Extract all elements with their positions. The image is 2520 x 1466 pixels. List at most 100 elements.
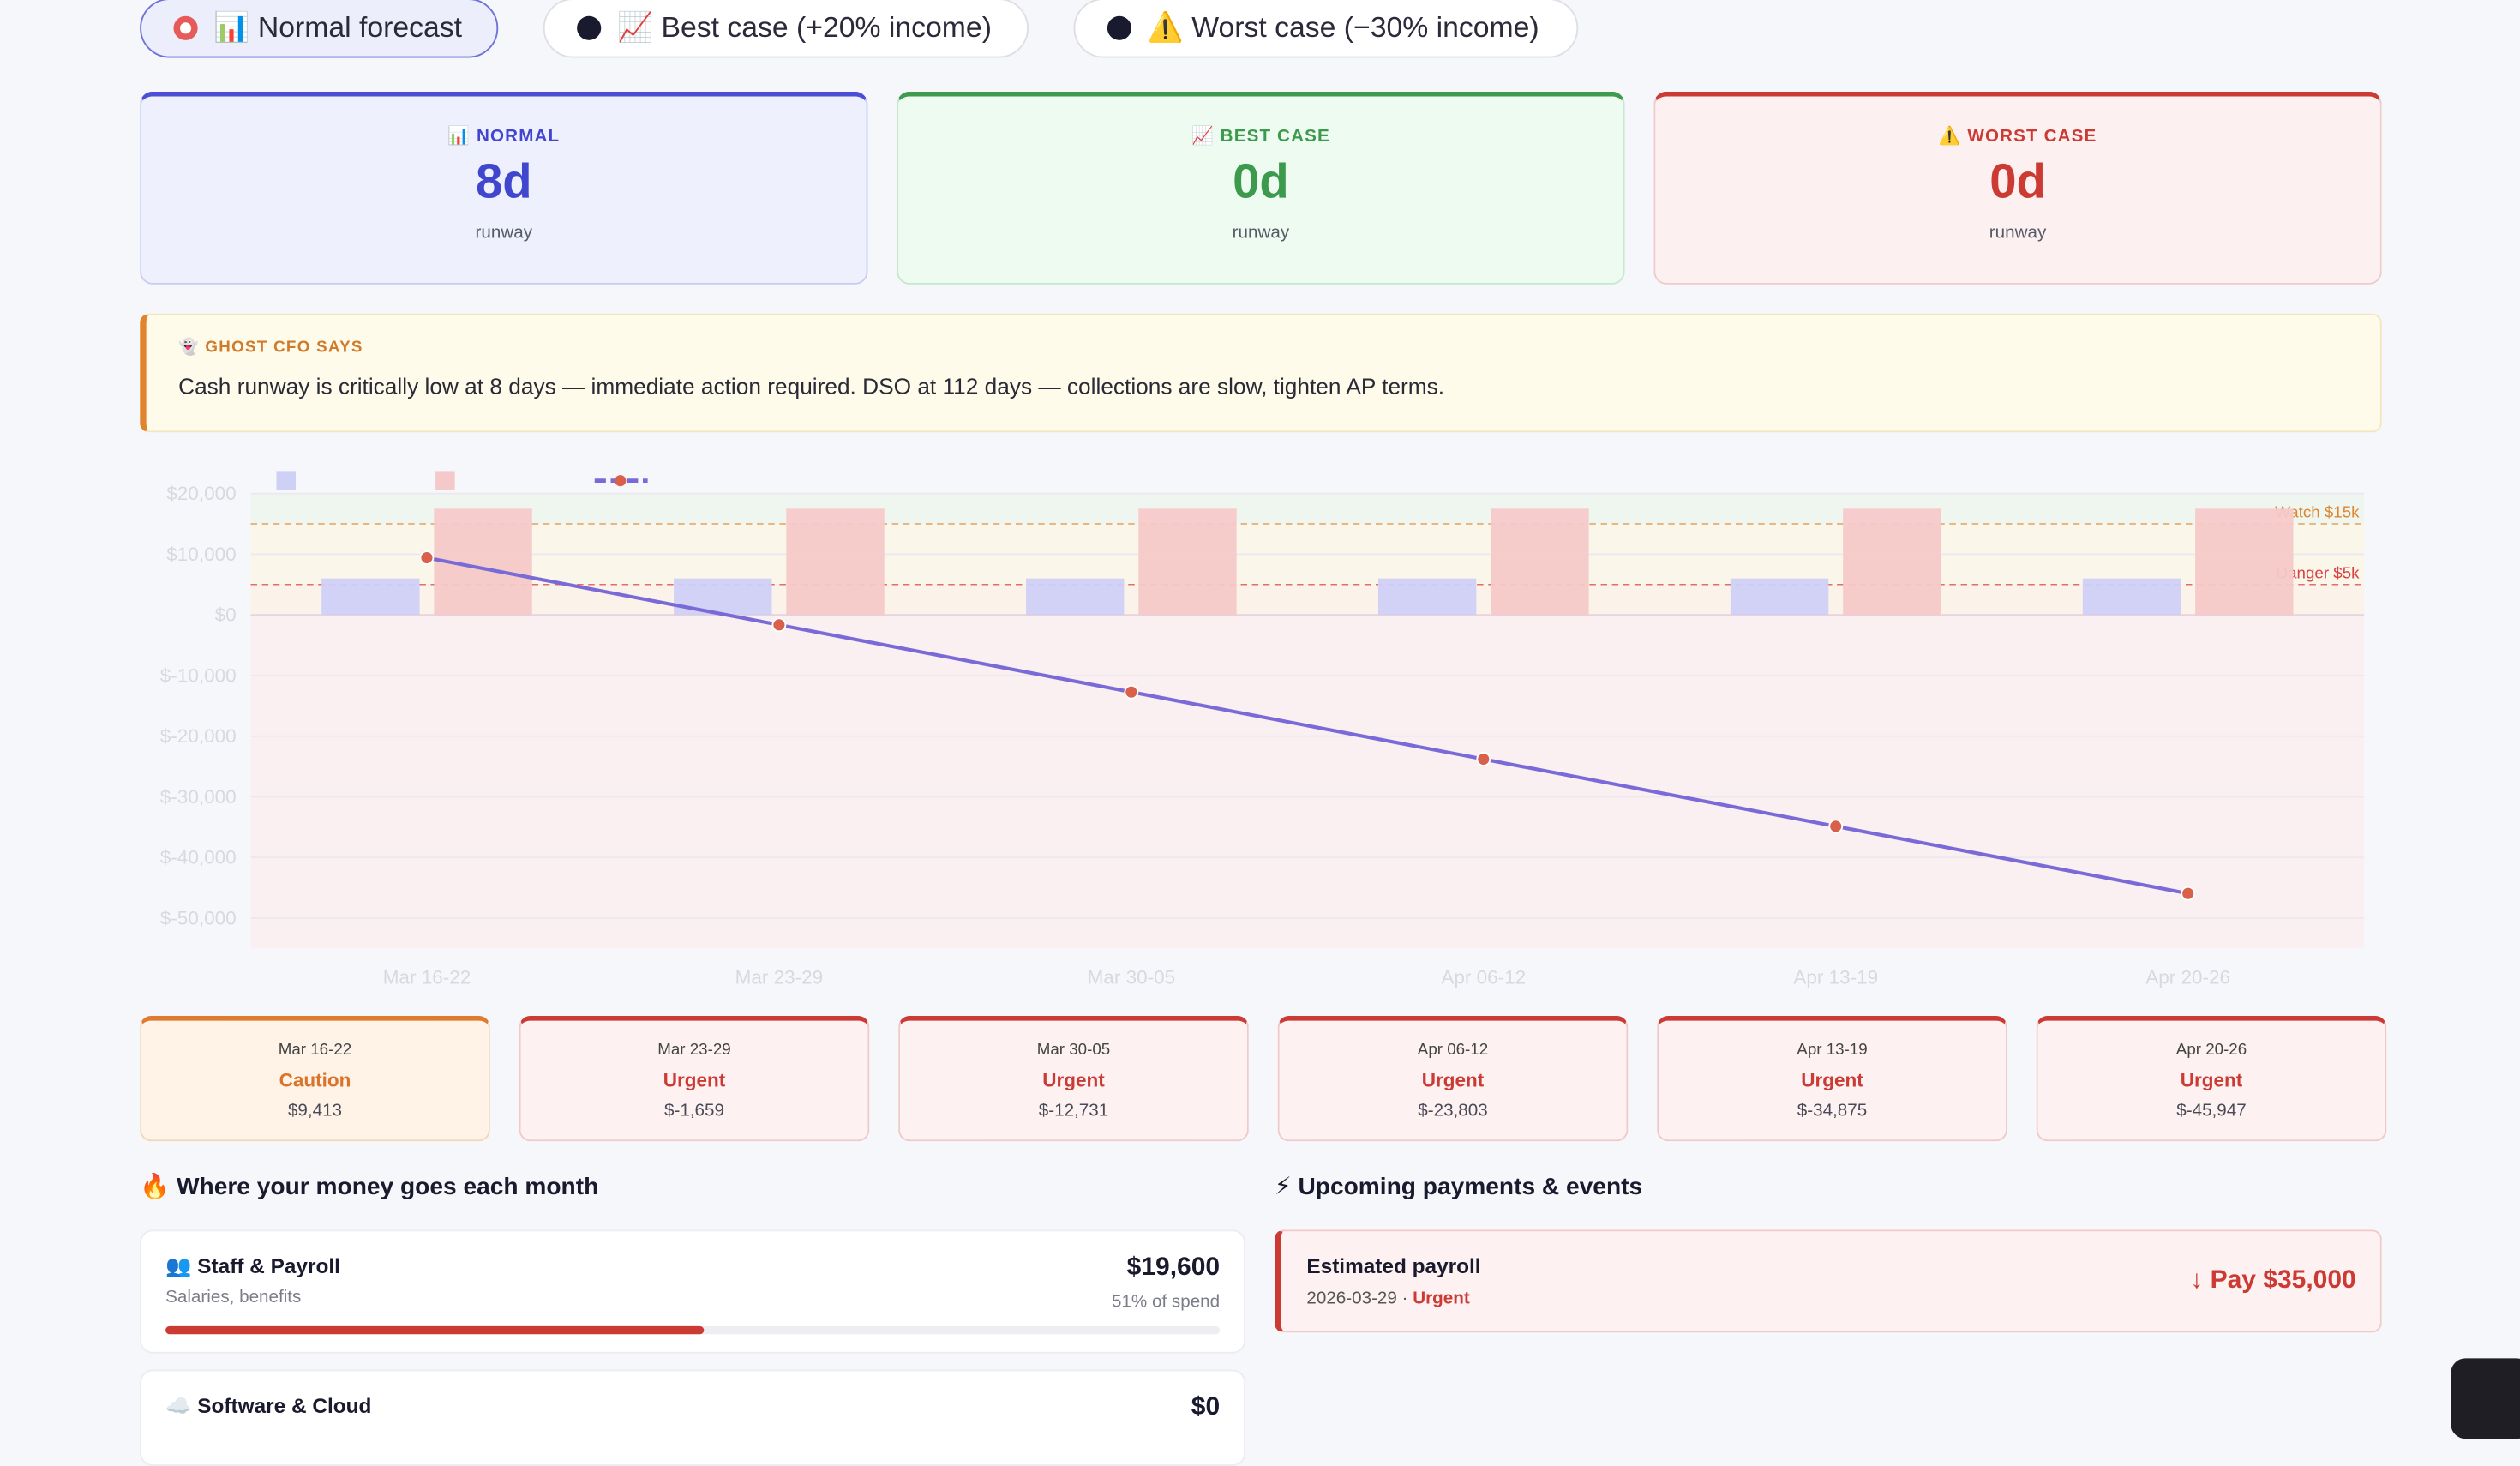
event-date: 2026-03-29: [1306, 1289, 1397, 1309]
legend-swatch-balance-point: [615, 475, 626, 486]
spend-item-staff-payroll[interactable]: 👥 Staff & Payroll Salaries, benefits $19…: [140, 1229, 1245, 1353]
income-bar: [321, 579, 419, 615]
cash-forecast-chart: $20,000$10,000$0$-10,000$-20,000$-30,000…: [129, 458, 2395, 996]
x-tick-label: Apr 06-12: [1441, 967, 1526, 988]
balance-point: [1477, 753, 1490, 766]
event-status: Urgent: [1413, 1289, 1469, 1309]
expense-bar: [1843, 508, 1941, 615]
spend-item-amount: $19,600: [1127, 1254, 1220, 1283]
warning-icon: ⚠️: [1939, 127, 1962, 147]
x-tick-label: Apr 13-19: [1793, 967, 1878, 988]
floating-action-button[interactable]: [2451, 1358, 2520, 1439]
event-amount: ↓ Pay $35,000: [2190, 1267, 2356, 1296]
negative-zone-band: [251, 615, 2365, 948]
spend-bar: [165, 1326, 1220, 1334]
week-status: Urgent: [900, 1069, 1247, 1091]
week-date: Apr 13-19: [1659, 1042, 2006, 1060]
week-date: Apr 06-12: [1280, 1042, 1627, 1060]
expense-bar: [786, 508, 884, 615]
tab-normal-forecast[interactable]: 📊 Normal forecast: [140, 0, 498, 58]
y-tick-label: $-50,000: [160, 907, 237, 928]
y-tick-label: $-20,000: [160, 725, 237, 747]
x-tick-label: Mar 16-22: [383, 967, 471, 988]
spend-item-pct: 51% of spend: [1112, 1293, 1220, 1313]
tab-best-case[interactable]: 📈 Best case (+20% income): [543, 0, 1029, 58]
cfo-heading: 👻 GHOST CFO SAYS: [178, 339, 2348, 357]
spend-bar-fill: [165, 1326, 703, 1334]
y-tick-label: $-10,000: [160, 664, 237, 686]
card-sub: runway: [1655, 224, 2380, 243]
spend-section-title: 🔥 Where your money goes each month: [140, 1172, 598, 1201]
income-bar: [2083, 579, 2181, 615]
danger-zone-band: [251, 585, 2365, 615]
week-value: $-34,875: [1659, 1101, 2006, 1121]
tab-icon: ⚠️: [1148, 11, 1184, 45]
y-tick-label: $-40,000: [160, 847, 237, 868]
spend-item-name: 👥 Staff & Payroll: [165, 1254, 1220, 1280]
cfo-heading-text: GHOST CFO SAYS: [205, 339, 363, 357]
card-label: 📊 NORMAL: [141, 125, 867, 146]
week-value: $-12,731: [900, 1101, 1247, 1121]
balance-point: [772, 618, 785, 631]
expense-bar: [1491, 508, 1588, 615]
income-bar: [1731, 579, 1828, 615]
spend-item-name-text: Staff & Payroll: [197, 1254, 340, 1278]
spend-item-amount: $0: [1191, 1394, 1220, 1423]
legend-swatch-expense: [435, 471, 455, 490]
y-tick-label: $0: [215, 604, 237, 626]
radio-icon: [577, 16, 601, 40]
tab-icon: 📊: [213, 11, 249, 45]
tab-icon: 📈: [617, 11, 653, 45]
cfo-message: Cash runway is critically low at 8 days …: [178, 373, 2348, 399]
tab-worst-case[interactable]: ⚠️ Worst case (−30% income): [1074, 0, 1579, 58]
card-sub: runway: [141, 224, 867, 243]
week-status: Urgent: [1280, 1069, 1627, 1091]
spend-item-name-text: Software & Cloud: [197, 1394, 371, 1418]
y-tick-label: $10,000: [166, 544, 236, 565]
expense-bar: [1138, 508, 1236, 615]
card-sub: runway: [898, 224, 1623, 243]
tab-label: Best case (+20% income): [661, 11, 991, 45]
card-label: 📈 BEST CASE: [898, 125, 1623, 146]
events-section-title: ⚡ Upcoming payments & events: [1275, 1172, 1642, 1201]
spend-item-desc: Salaries, benefits: [165, 1288, 1220, 1307]
x-tick-label: Mar 23-29: [735, 967, 824, 988]
income-bar: [1026, 579, 1124, 615]
tab-label: Worst case (−30% income): [1191, 11, 1539, 45]
y-tick-label: $20,000: [166, 483, 236, 504]
week-status: Caution: [141, 1069, 489, 1091]
card-label-text: NORMAL: [477, 127, 560, 147]
spend-item-software-cloud[interactable]: ☁️ Software & Cloud $0: [140, 1370, 1245, 1466]
event-estimated-payroll[interactable]: Estimated payroll 2026-03-29 · Urgent ↓ …: [1275, 1229, 2382, 1332]
legend-swatch-income: [277, 471, 297, 490]
page: 📊 Normal forecast 📈 Best case (+20% inco…: [0, 0, 2520, 1429]
spend-title-text: Where your money goes each month: [177, 1174, 598, 1201]
week-value: $-1,659: [521, 1101, 868, 1121]
week-date: Mar 23-29: [521, 1042, 868, 1060]
expense-bar: [2195, 508, 2293, 615]
lightning-icon: ⚡: [1275, 1174, 1292, 1201]
radio-icon: [1107, 16, 1131, 40]
scenario-tabs: 📊 Normal forecast 📈 Best case (+20% inco…: [140, 0, 1578, 58]
spend-item-name: ☁️ Software & Cloud: [165, 1394, 1220, 1420]
cloud-icon: ☁️: [165, 1394, 191, 1418]
card-value: 8d: [141, 156, 867, 211]
week-status: Urgent: [2038, 1069, 2385, 1091]
balance-point: [420, 551, 433, 564]
week-status: Urgent: [521, 1069, 868, 1091]
radio-selected-icon: [174, 16, 198, 40]
week-value: $-45,947: [2038, 1101, 2385, 1121]
card-value: 0d: [1655, 156, 2380, 211]
safe-zone-band: [251, 494, 2365, 524]
balance-point: [1829, 820, 1842, 832]
week-card[interactable]: Mar 23-29 Urgent $-1,659: [519, 1016, 870, 1141]
balance-point: [1125, 686, 1137, 699]
card-label-text: WORST CASE: [1967, 127, 2097, 147]
runway-cards: 📊 NORMAL 8d runway 📈 BEST CASE 0d runway…: [140, 92, 2382, 285]
income-bar: [1378, 579, 1476, 615]
